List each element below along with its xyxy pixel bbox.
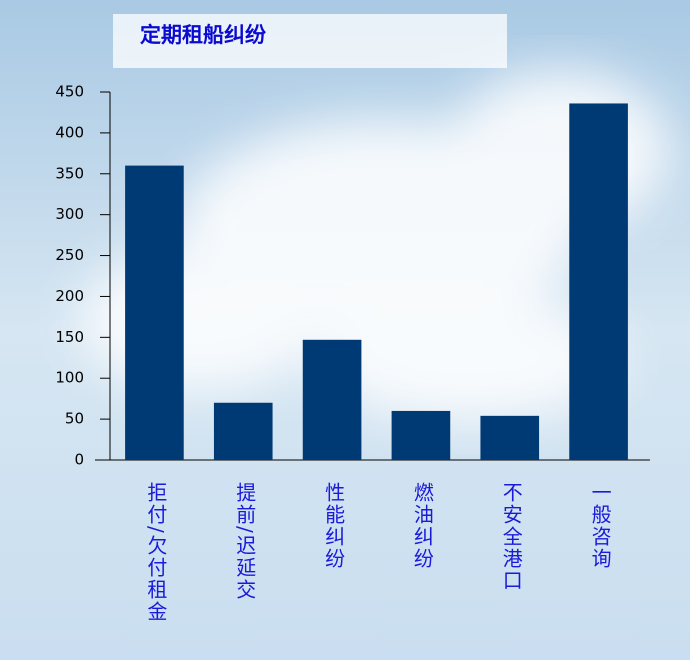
y-tick-label: 400 — [55, 123, 84, 141]
x-tick-label: 一般咨询 — [588, 482, 612, 570]
bar — [213, 402, 273, 460]
y-tick-label: 50 — [65, 410, 84, 428]
y-tick-label: 250 — [55, 246, 84, 264]
y-tick-label: 450 — [55, 83, 84, 101]
x-tick-label: 性能纠纷 — [322, 482, 346, 570]
y-tick-label: 300 — [55, 205, 84, 223]
x-tick-label: 不安全港口 — [499, 482, 523, 592]
y-tick-label: 100 — [55, 369, 84, 387]
bar — [125, 165, 184, 460]
bar — [480, 415, 540, 460]
y-tick-label: 150 — [55, 328, 84, 346]
title-box — [113, 14, 507, 68]
y-tick-label: 200 — [55, 287, 84, 305]
x-tick-label: 提前/迟延交 — [233, 482, 257, 601]
y-tick-label: 350 — [55, 164, 84, 182]
x-tick-label: 拒付/欠付租金 — [144, 482, 168, 623]
bar — [391, 410, 451, 460]
bar — [302, 339, 362, 460]
x-tick-label: 燃油纠纷 — [410, 482, 434, 570]
bar — [569, 103, 628, 461]
chart-title: 定期租船纠纷 — [140, 23, 266, 47]
y-tick-label: 0 — [74, 451, 84, 469]
